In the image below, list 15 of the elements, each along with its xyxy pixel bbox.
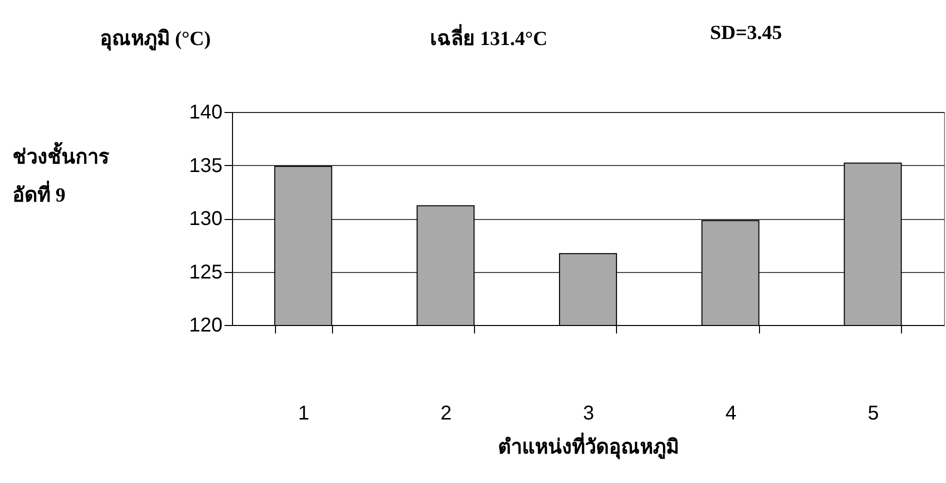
- y-axis-title: ช่วงชั้นการ อัดที่ 9: [12, 142, 110, 206]
- x-tick-label: 5: [868, 402, 879, 424]
- y-tick-label: 130: [189, 208, 222, 230]
- chart-title: อุณหภูมิ (°C): [100, 27, 211, 53]
- x-tick-label: 4: [725, 402, 736, 424]
- y-tick-label: 120: [189, 314, 222, 336]
- y-tick-label: 135: [189, 154, 222, 177]
- x-tick-label: 3: [582, 402, 594, 424]
- x-tick-label: 2: [440, 402, 452, 424]
- text: เฉลี่ย 131.4°C: [430, 23, 548, 52]
- x-axis-title: ตำแหน่งที่วัดอุณหภูมิ: [498, 432, 679, 460]
- y-tick-label: 140: [189, 102, 222, 124]
- x-tick-label: 1: [298, 402, 310, 424]
- text: SD=3.45: [710, 22, 782, 45]
- y-tick-label: 125: [189, 261, 222, 284]
